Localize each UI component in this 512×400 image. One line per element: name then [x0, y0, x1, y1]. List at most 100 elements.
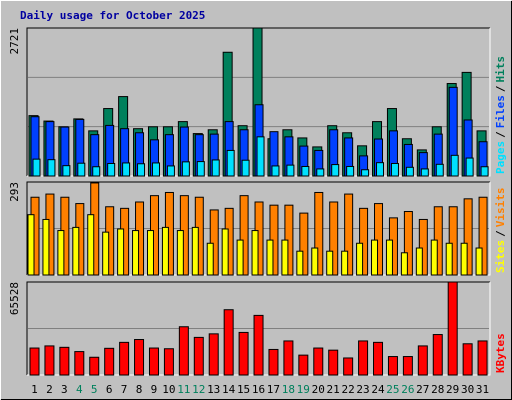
- bar: [72, 226, 80, 276]
- bar: [102, 231, 110, 276]
- bar: [374, 203, 384, 276]
- x-tick-label: 31: [476, 383, 489, 396]
- bar: [326, 250, 334, 276]
- bar: [390, 162, 399, 177]
- bar: [137, 163, 146, 177]
- bar: [405, 166, 414, 177]
- bar: [32, 158, 41, 177]
- bar: [209, 209, 219, 276]
- bar: [465, 157, 474, 177]
- y-tick-label: 293: [8, 182, 21, 202]
- bar: [206, 242, 214, 276]
- x-tick-label: 12: [192, 383, 205, 396]
- bar: [92, 166, 101, 177]
- bar: [314, 191, 324, 276]
- bar: [223, 309, 234, 376]
- bar: [296, 250, 304, 276]
- bar: [344, 193, 354, 276]
- bar: [329, 201, 339, 276]
- bar: [146, 230, 154, 276]
- bar: [435, 163, 444, 177]
- x-tick-label: 6: [106, 383, 113, 396]
- bar: [418, 218, 428, 276]
- bar: [268, 348, 279, 376]
- bar: [211, 159, 220, 177]
- x-tick-label: 25: [386, 383, 399, 396]
- bar: [226, 149, 235, 177]
- bar: [161, 226, 169, 276]
- bar: [253, 314, 264, 376]
- bar: [356, 242, 364, 276]
- bar: [119, 341, 130, 376]
- bar: [44, 345, 55, 376]
- bar: [178, 326, 189, 376]
- bar: [316, 168, 325, 177]
- y-tick-label: 65528: [8, 282, 21, 315]
- bar: [238, 331, 249, 376]
- legend: Pages / Files / Hits: [494, 56, 507, 174]
- x-tick-label: 22: [341, 383, 354, 396]
- x-tick-label: 10: [162, 383, 175, 396]
- y-tick-label: 2721: [8, 28, 21, 55]
- x-tick-label: 9: [151, 383, 158, 396]
- bar: [450, 154, 459, 177]
- bar: [286, 164, 295, 177]
- legend-entry: Sites: [494, 240, 507, 273]
- bar: [181, 161, 190, 177]
- bar: [415, 247, 423, 276]
- bar: [266, 239, 274, 276]
- bar: [311, 247, 319, 276]
- x-tick-label: 20: [312, 383, 325, 396]
- x-tick-label: 21: [327, 383, 340, 396]
- bar: [271, 165, 280, 177]
- x-tick-label: 24: [371, 383, 385, 396]
- bar: [89, 356, 100, 376]
- bar: [241, 159, 250, 177]
- chart-title: Daily usage for October 2025: [20, 9, 205, 22]
- bar: [341, 250, 349, 276]
- bar: [480, 166, 489, 177]
- legend-entry: Visits: [494, 188, 507, 228]
- bar: [176, 230, 184, 276]
- plot-border-dark: [26, 27, 490, 176]
- x-tick-label: 15: [237, 383, 250, 396]
- bar: [445, 242, 453, 276]
- bar: [27, 214, 35, 276]
- legend-entry: Hits: [494, 56, 507, 83]
- bar: [448, 206, 458, 276]
- bar: [371, 239, 379, 276]
- bar: [163, 348, 174, 376]
- bar: [59, 346, 70, 376]
- bar: [29, 347, 40, 376]
- legend-entry: Files: [494, 95, 507, 128]
- bar: [208, 333, 219, 376]
- x-tick-label: 2: [46, 383, 53, 396]
- x-tick-label: 23: [356, 383, 369, 396]
- bar: [430, 239, 438, 276]
- bar: [117, 228, 125, 276]
- x-tick-label: 30: [461, 383, 474, 396]
- bar: [402, 356, 413, 376]
- bar: [328, 349, 339, 376]
- bar: [313, 347, 324, 376]
- bar: [166, 165, 175, 177]
- legend-entry: Pages: [494, 141, 507, 174]
- x-tick-label: 14: [222, 383, 236, 396]
- bar: [400, 252, 408, 276]
- bar: [122, 162, 131, 177]
- bar: [57, 230, 65, 276]
- legend-entry: KBytes: [494, 333, 507, 373]
- bar: [477, 340, 488, 376]
- x-tick-label: 3: [61, 383, 68, 396]
- bar: [403, 211, 413, 276]
- bar: [301, 165, 310, 177]
- legend: Sites / Visits: [494, 188, 507, 274]
- bar: [463, 198, 473, 276]
- x-tick-label: 11: [177, 383, 190, 396]
- bar: [387, 356, 398, 376]
- bar: [87, 214, 95, 276]
- x-tick-label: 27: [416, 383, 429, 396]
- bar: [239, 195, 249, 276]
